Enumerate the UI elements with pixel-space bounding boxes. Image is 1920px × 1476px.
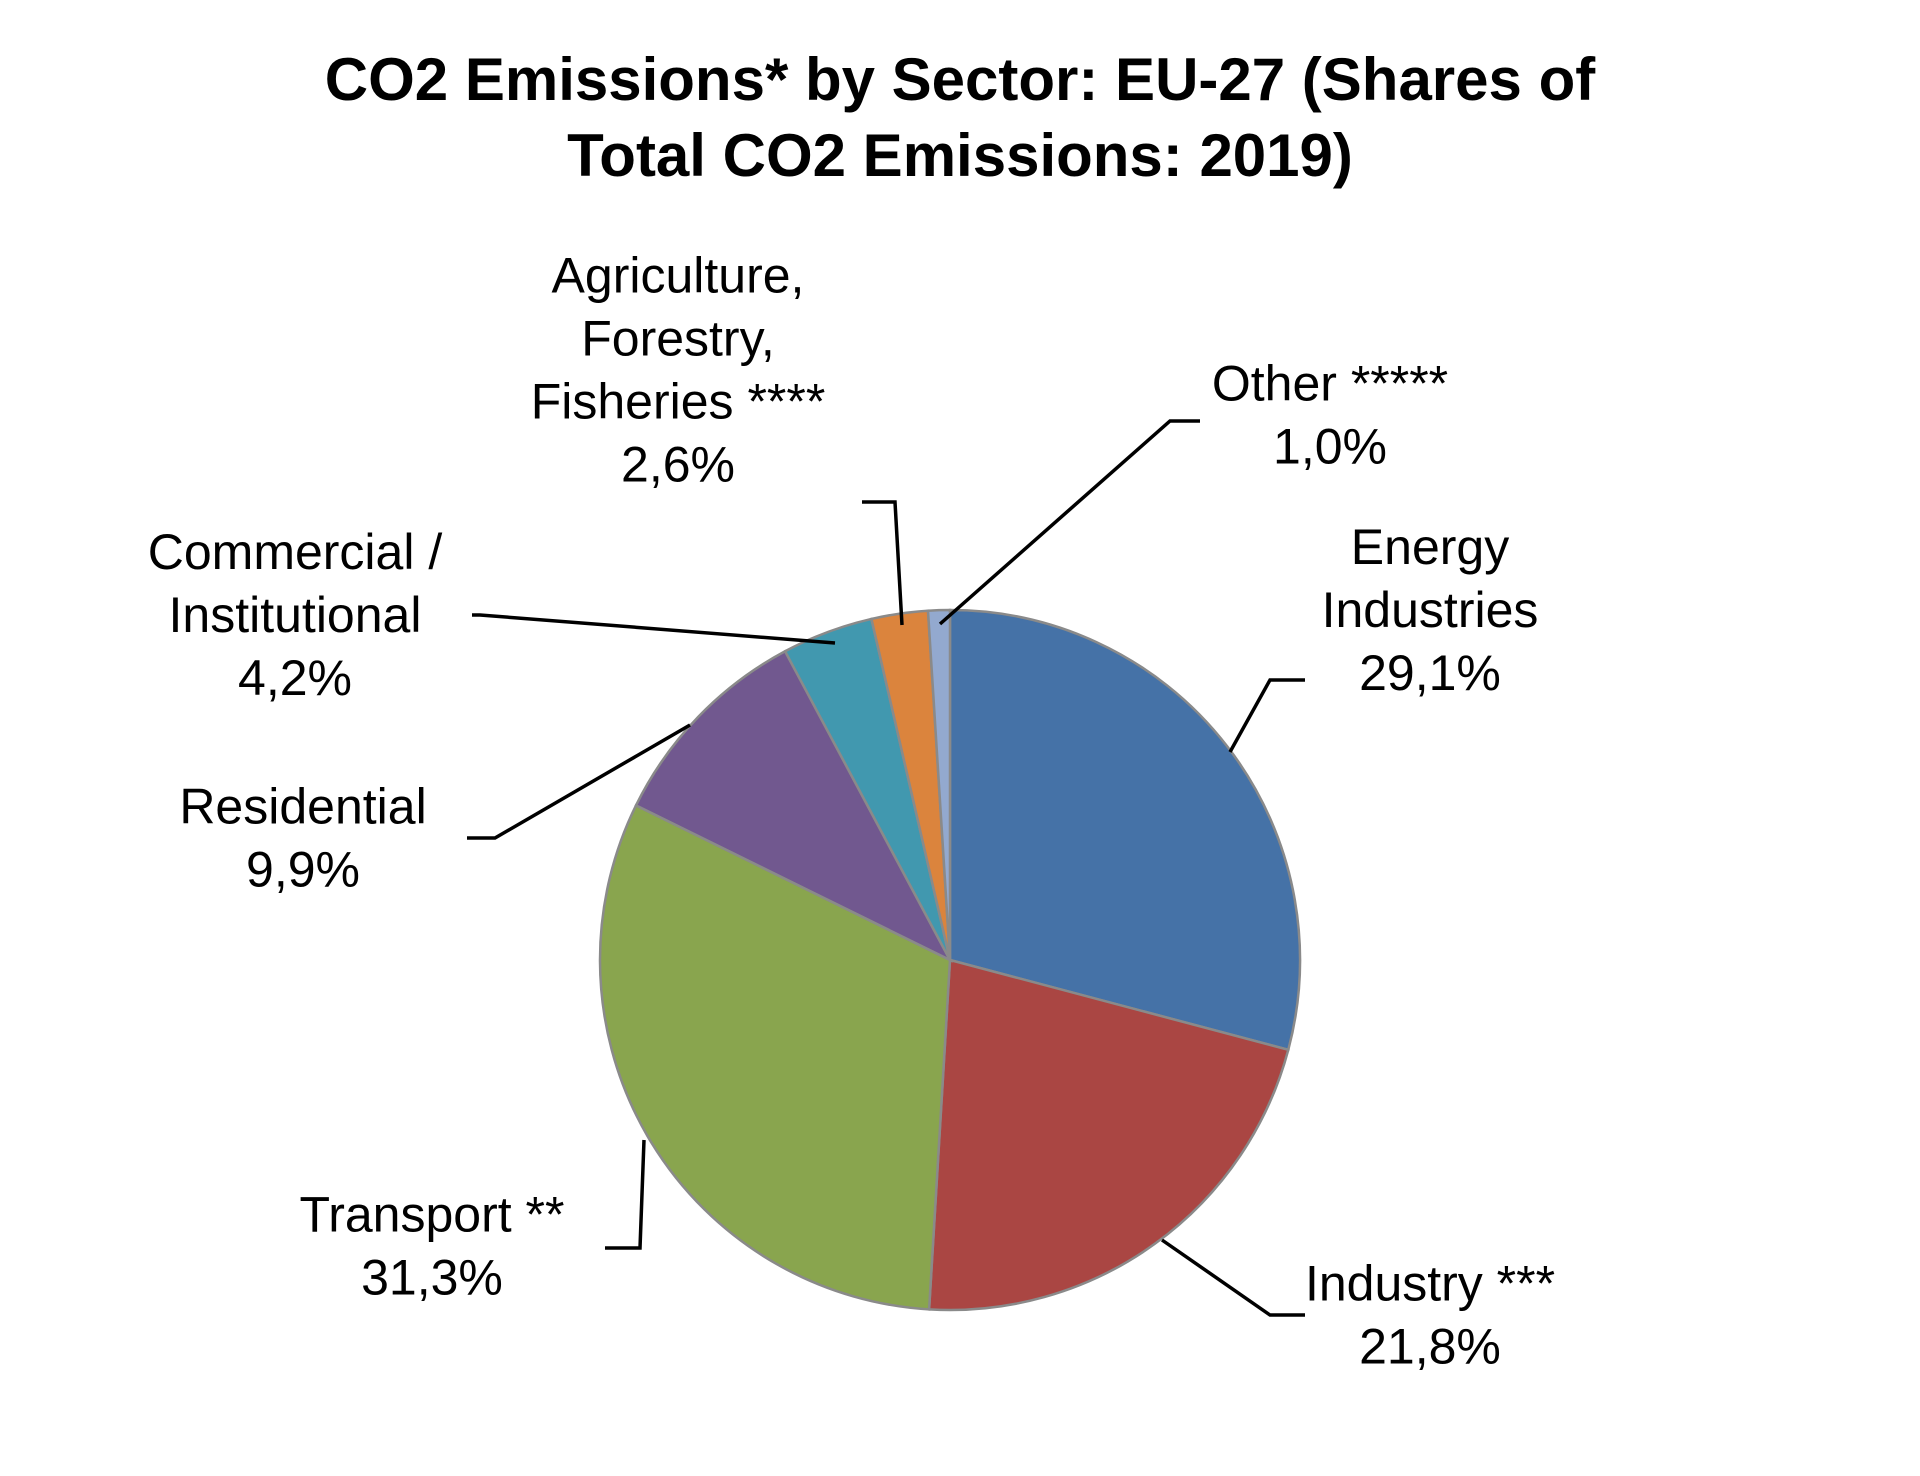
slice-value-label: 2,6%	[621, 437, 735, 493]
slice-value-label: 4,2%	[238, 650, 352, 706]
slice-category-label: Agriculture,	[552, 248, 805, 304]
slice-category-label: Fisheries ****	[531, 374, 826, 430]
leader-line	[605, 1139, 646, 1250]
chart-title: CO2 Emissions* by Sector: EU-27 (Shares …	[0, 42, 1920, 194]
slice-value-label: 9,9%	[246, 842, 360, 898]
slice-value-label: 1,0%	[1273, 419, 1387, 475]
slice-value-label: 31,3%	[361, 1250, 503, 1306]
slice-category-label: Commercial /	[148, 524, 443, 580]
slice-category-label: Institutional	[169, 587, 422, 643]
pie-slice	[948, 608, 1302, 1052]
pie-slice	[598, 803, 952, 1311]
slice-category-label: Forestry,	[581, 311, 775, 367]
slice-category-label: Energy	[1351, 519, 1509, 575]
slice-category-label: Transport **	[300, 1187, 565, 1243]
slice-category-label: Industry ***	[1305, 1256, 1555, 1312]
slice-value-label: 21,8%	[1359, 1319, 1501, 1375]
leader-line	[1228, 678, 1305, 753]
chart-title-line-1: CO2 Emissions* by Sector: EU-27 (Shares …	[324, 46, 1596, 113]
pie-slice	[926, 608, 952, 961]
slice-value-label: 29,1%	[1359, 645, 1501, 701]
leader-line	[467, 723, 691, 840]
slice-category-label: Residential	[179, 779, 426, 835]
slice-category-label: Industries	[1322, 582, 1539, 638]
pie-slice	[927, 958, 1290, 1312]
chart-title-line-2: Total CO2 Emissions: 2019)	[567, 122, 1353, 189]
leader-line	[1161, 1238, 1305, 1317]
slice-category-label: Other *****	[1212, 356, 1448, 412]
leader-line	[938, 419, 1200, 626]
leader-line	[472, 613, 836, 645]
pie-slice	[634, 649, 953, 963]
leader-line	[862, 500, 904, 626]
